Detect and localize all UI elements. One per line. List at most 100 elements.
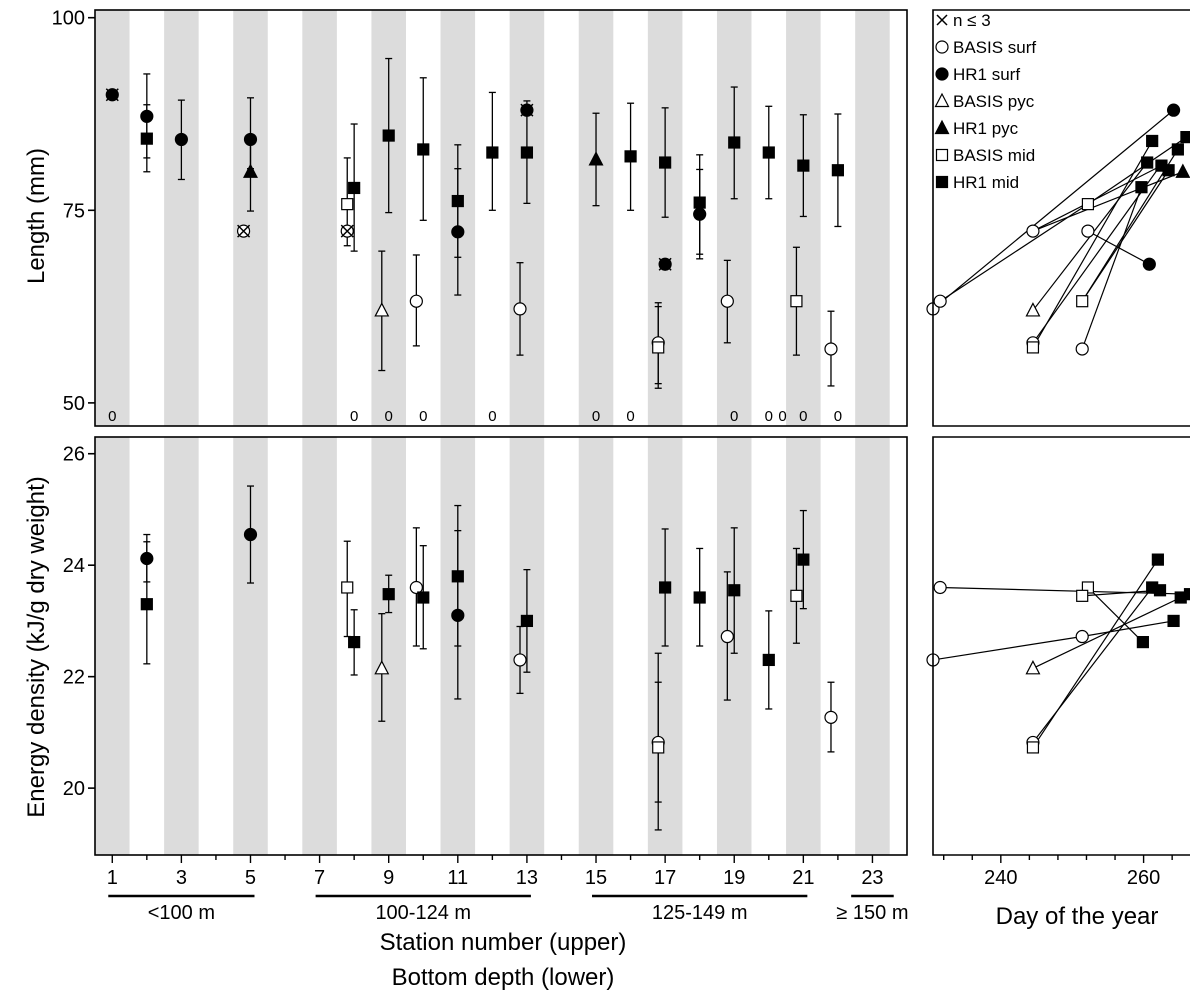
marker-basis-mid (790, 589, 803, 602)
day-tick-label: 240 (984, 867, 1017, 889)
station-axis-title: Station number (upper) (380, 929, 627, 956)
day-axis-title: Day of the year (996, 903, 1159, 930)
marker-hr1-surf (1166, 103, 1181, 117)
marker-hr1-mid (659, 156, 672, 169)
marker-basis-pyc (1025, 659, 1041, 675)
trajectory-line (1032, 163, 1162, 344)
marker-basis-mid (1026, 341, 1040, 354)
station-tick-label: 17 (654, 867, 676, 889)
trajectory-line (1081, 169, 1170, 302)
station-band-1 (95, 437, 130, 855)
legend-marker-icon (935, 40, 949, 54)
station-band-1 (95, 10, 130, 426)
depth-bin-label: 100-124 m (375, 902, 471, 924)
marker-basis-mid (1081, 198, 1095, 211)
station-tick-label: 3 (176, 867, 187, 889)
marker-hr1-mid (797, 159, 810, 172)
marker-hr1-mid (1151, 553, 1164, 566)
marker-hr1-pyc (588, 151, 604, 166)
marker-hr1-mid (797, 553, 810, 566)
zero-sample-label: 0 (592, 408, 600, 425)
marker-basis-surf (513, 653, 527, 667)
trajectory-line (932, 635, 1083, 661)
marker-basis-mid (341, 198, 354, 211)
marker-hr1-mid (417, 591, 430, 604)
trajectory-line (1087, 230, 1150, 265)
energy-axis-label: Energy density (kJ/g dry weight) (23, 476, 50, 817)
trajectory-line (1032, 171, 1184, 232)
marker-hr1-pyc (243, 163, 258, 178)
station-band-5 (233, 10, 268, 426)
legend-label: BASIS surf (953, 38, 1036, 57)
marker-hr1-surf (174, 132, 188, 147)
panel-frame (94, 436, 908, 856)
station-band-3 (164, 437, 199, 855)
zero-sample-label: 0 (419, 408, 427, 425)
legend-marker-icon (934, 92, 950, 108)
legend-label: n ≤ 3 (953, 11, 991, 30)
marker-hr1-mid (382, 129, 395, 142)
marker-hr1-surf (1142, 257, 1156, 271)
marker-hr1-mid (1136, 635, 1149, 649)
marker-basis-surf (824, 342, 838, 356)
marker-basis-surf (933, 580, 947, 595)
station-tick-label: 9 (383, 867, 394, 889)
marker-hr1-mid (140, 598, 153, 611)
trajectory-line (1032, 559, 1159, 748)
marker-hr1-mid (520, 146, 534, 159)
station-tick-label: 21 (792, 867, 814, 889)
trajectory-line (1032, 596, 1181, 669)
y-tick-label: 24 (63, 555, 85, 577)
zero-sample-label: 0 (799, 408, 807, 425)
station-tick-label: 15 (585, 867, 607, 889)
marker-hr1-mid (348, 181, 361, 195)
marker-hr1-mid (659, 581, 672, 594)
trajectory-line (939, 203, 1089, 302)
station-band-7 (302, 10, 337, 426)
marker-hr1-mid (762, 653, 775, 667)
marker-hr1-mid (140, 132, 153, 145)
marker-hr1-mid (451, 570, 464, 583)
station-tick-label: 13 (516, 867, 538, 889)
marker-hr1-mid (728, 136, 741, 149)
depth-axis-title: Bottom depth (lower) (392, 964, 615, 991)
marker-hr1-surf (451, 608, 465, 622)
legend-item-n-3: n ≤ 3 (936, 11, 991, 30)
station-band-23 (855, 437, 890, 855)
marker-hr1-mid (1135, 181, 1148, 194)
marker-basis-pyc (374, 302, 390, 317)
marker-hr1-pyc (1175, 163, 1190, 178)
marker-basis-surf (1026, 224, 1040, 238)
marker-hr1-mid (1167, 614, 1180, 628)
few-samples-cross-mark (520, 103, 534, 117)
zero-sample-label: 0 (385, 408, 393, 425)
legend-item-hr1-pyc: HR1 pyc (934, 119, 1019, 138)
marker-hr1-surf (243, 132, 258, 147)
marker-basis-mid (1026, 741, 1040, 754)
marker-hr1-surf (693, 207, 707, 221)
y-tick-label: 22 (63, 667, 85, 689)
marker-hr1-mid (1141, 156, 1154, 169)
depth-bin-label: 125-149 m (652, 902, 748, 924)
depth-bin-label: ≥ 150 m (836, 902, 908, 924)
depth-bin-label: <100 m (148, 902, 215, 924)
few-samples-cross-mark (658, 257, 672, 271)
marker-hr1-mid (728, 584, 741, 597)
station-tick-label: 23 (861, 867, 883, 889)
energy-by-station-panel: 20 22 24 26 (63, 436, 908, 856)
marker-hr1-mid (417, 143, 430, 156)
zero-sample-label: 0 (778, 408, 786, 425)
legend-item-hr1-surf: HR1 surf (935, 65, 1020, 84)
trajectory-line (1087, 587, 1144, 643)
marker-hr1-mid (486, 146, 499, 159)
marker-basis-pyc (1025, 302, 1041, 317)
station-band-21 (786, 437, 821, 855)
panel-frame (932, 436, 1190, 856)
marker-hr1-surf (243, 527, 258, 542)
marker-hr1-mid (693, 196, 706, 209)
marker-hr1-mid (624, 150, 637, 163)
y-tick-label: 20 (63, 778, 85, 800)
marker-hr1-mid (382, 588, 395, 601)
